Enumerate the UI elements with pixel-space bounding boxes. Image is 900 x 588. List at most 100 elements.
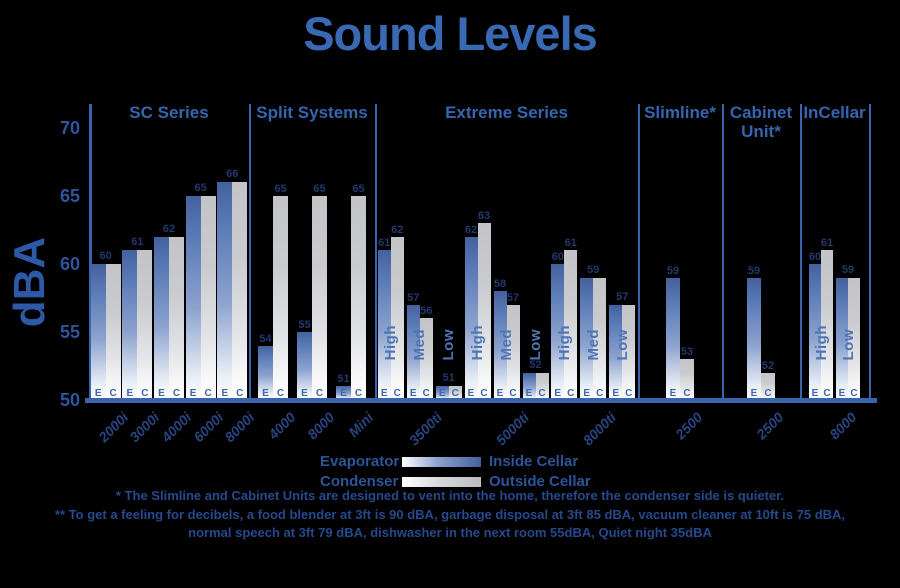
condenser-letter: C [109, 388, 117, 399]
section-divider [869, 104, 871, 400]
bar-pair: E C 57 Low [609, 291, 636, 400]
bar-condenser: C 53 [680, 346, 694, 400]
product-cluster: E 60 C 61 High E C 59 Low 8000 [809, 237, 860, 442]
evaporator-letter: E [380, 388, 388, 399]
y-axis-label: dBA [5, 236, 54, 328]
condenser-letter: C [422, 388, 430, 399]
bar-evaporator: E 58 [493, 278, 507, 400]
bar-value-label: 55 [298, 319, 311, 331]
bar-condenser: C 65 [351, 183, 366, 400]
evaporator-letter: E [262, 388, 269, 399]
bar-pair: E C 66 [217, 168, 248, 400]
bar-value-label: 62 [162, 222, 176, 235]
bar-value-label: 53 [680, 346, 694, 359]
evaporator-letter: E [669, 388, 677, 399]
condenser-letter: C [236, 388, 244, 399]
product-label: 8000 [826, 409, 860, 443]
condenser-letter: C [596, 388, 604, 399]
bar-evaporator: E 60 [551, 251, 565, 400]
bar-condenser: C 56 [419, 305, 433, 400]
bar-evaporator: E 57 [406, 292, 420, 400]
bar-value-label: 60 [551, 251, 564, 263]
evaporator-letter: E [301, 388, 308, 399]
legend-series-label: Evaporator [320, 453, 400, 470]
bar-value-label: 52 [529, 358, 542, 371]
product-label: 8000 [303, 409, 338, 443]
bar-evaporator: E [185, 196, 201, 400]
bar-condenser: C 52 [761, 360, 775, 400]
condenser-letter: C [850, 388, 858, 399]
section-divider [722, 104, 724, 400]
condenser-letter: C [172, 388, 181, 399]
legend-location-label: Inside Cellar [489, 453, 579, 470]
evaporator-letter: E [496, 388, 504, 399]
bar-pair: E 60 C 61 High [551, 237, 578, 400]
condenser-letter: C [683, 388, 691, 399]
bar-condenser: C 61 [564, 237, 578, 400]
bar-pair: E 58 C 57 Med [493, 278, 520, 400]
y-tick-label: 55 [59, 322, 80, 342]
condenser-letter: C [823, 388, 831, 399]
bar-value-label: 61 [378, 237, 391, 250]
condenser-letter: C [315, 388, 324, 399]
footnote-line: normal speech at 3ft 79 dBA, dishwasher … [188, 525, 712, 540]
section-extreme-series: Extreme Series E 61 C 62 High E 57 C 56 Med E C 51 Low… [375, 103, 638, 448]
section-products: E 61 C 62 High E 57 C 56 Med E C 51 Low 3500ti E 62 C 63 Hi… [375, 104, 638, 448]
evaporator-letter: E [612, 388, 620, 399]
fan-setting-text: Low [440, 328, 458, 361]
bar-condenser: C [168, 236, 184, 400]
product-cluster: E 54 C 65 4000 [258, 183, 298, 442]
condenser-letter: C [480, 388, 488, 399]
section-header: Slimline* [644, 103, 716, 122]
condenser-letter: C [393, 388, 401, 399]
condenser-letter: C [141, 388, 149, 399]
evaporator-letter: E [811, 388, 819, 399]
bar-pair: E 59 C 52 [747, 265, 775, 400]
bar-evaporator: E 54 [258, 333, 273, 400]
fan-setting-text: Low [527, 328, 544, 361]
section-products: E 54 C 65 4000 E 55 C 65 8000 E 51 C 65 Mini [249, 104, 376, 442]
bar-pair: E 61 C 62 High [377, 224, 404, 400]
footnote-line: * The Slimline and Cabinet Units are des… [115, 488, 785, 503]
product-label: 8000i [221, 409, 258, 446]
bar-condenser: C [848, 277, 860, 400]
condenser-letter: C [625, 388, 633, 399]
bar-pair: E 55 C 65 [297, 183, 327, 400]
bar-condenser: C 61 [821, 237, 833, 400]
bar-condenser: C [137, 250, 153, 400]
bar-pair: E C 51 Low [435, 329, 462, 400]
bar-evaporator: E 62 [464, 224, 478, 400]
evaporator-letter: E [750, 388, 758, 399]
bar-pair: E C 59 Med [580, 264, 607, 400]
section-divider [249, 104, 251, 400]
bar-pair: E 62 C 63 High [464, 210, 491, 400]
evaporator-letter: E [409, 388, 417, 399]
y-tick-label: 60 [59, 254, 80, 274]
bar-condenser: C [535, 372, 549, 400]
bar-pair: E C 59 Low [836, 264, 860, 400]
evaporator-letter: E [221, 388, 229, 399]
legend-location-label: Outside Cellar [489, 473, 591, 490]
bar-condenser: C 65 [273, 183, 288, 400]
page-title: Sound Levels [303, 7, 598, 60]
product-label: 4000 [264, 409, 299, 443]
section-header: Cabinet Unit* [729, 103, 793, 141]
bar-evaporator: E 60 [809, 251, 821, 400]
evaporator-letter: E [158, 388, 165, 399]
product-cluster: E C 65 6000i [185, 182, 226, 445]
condenser-letter: C [509, 388, 517, 399]
y-axis-line [89, 104, 92, 400]
product-label: Mini [345, 409, 377, 441]
bar-pair: E C 62 [153, 223, 184, 400]
product-label: 2500 [671, 409, 706, 443]
bar-condenser: C [448, 386, 462, 400]
bar-pair: E C 60 [90, 250, 121, 400]
product-cluster: E 61 C 62 High E 57 C 56 Med E C 51 Low 3500ti [377, 224, 462, 448]
y-tick-label: 65 [59, 186, 80, 206]
bar-condenser: C [622, 304, 636, 400]
condenser-letter: C [204, 388, 212, 399]
bar-evaporator: E [153, 236, 169, 400]
legend-row-evaporator: Evaporator Inside Cellar [320, 453, 591, 470]
product-cluster: E 51 C 65 Mini [336, 183, 376, 440]
